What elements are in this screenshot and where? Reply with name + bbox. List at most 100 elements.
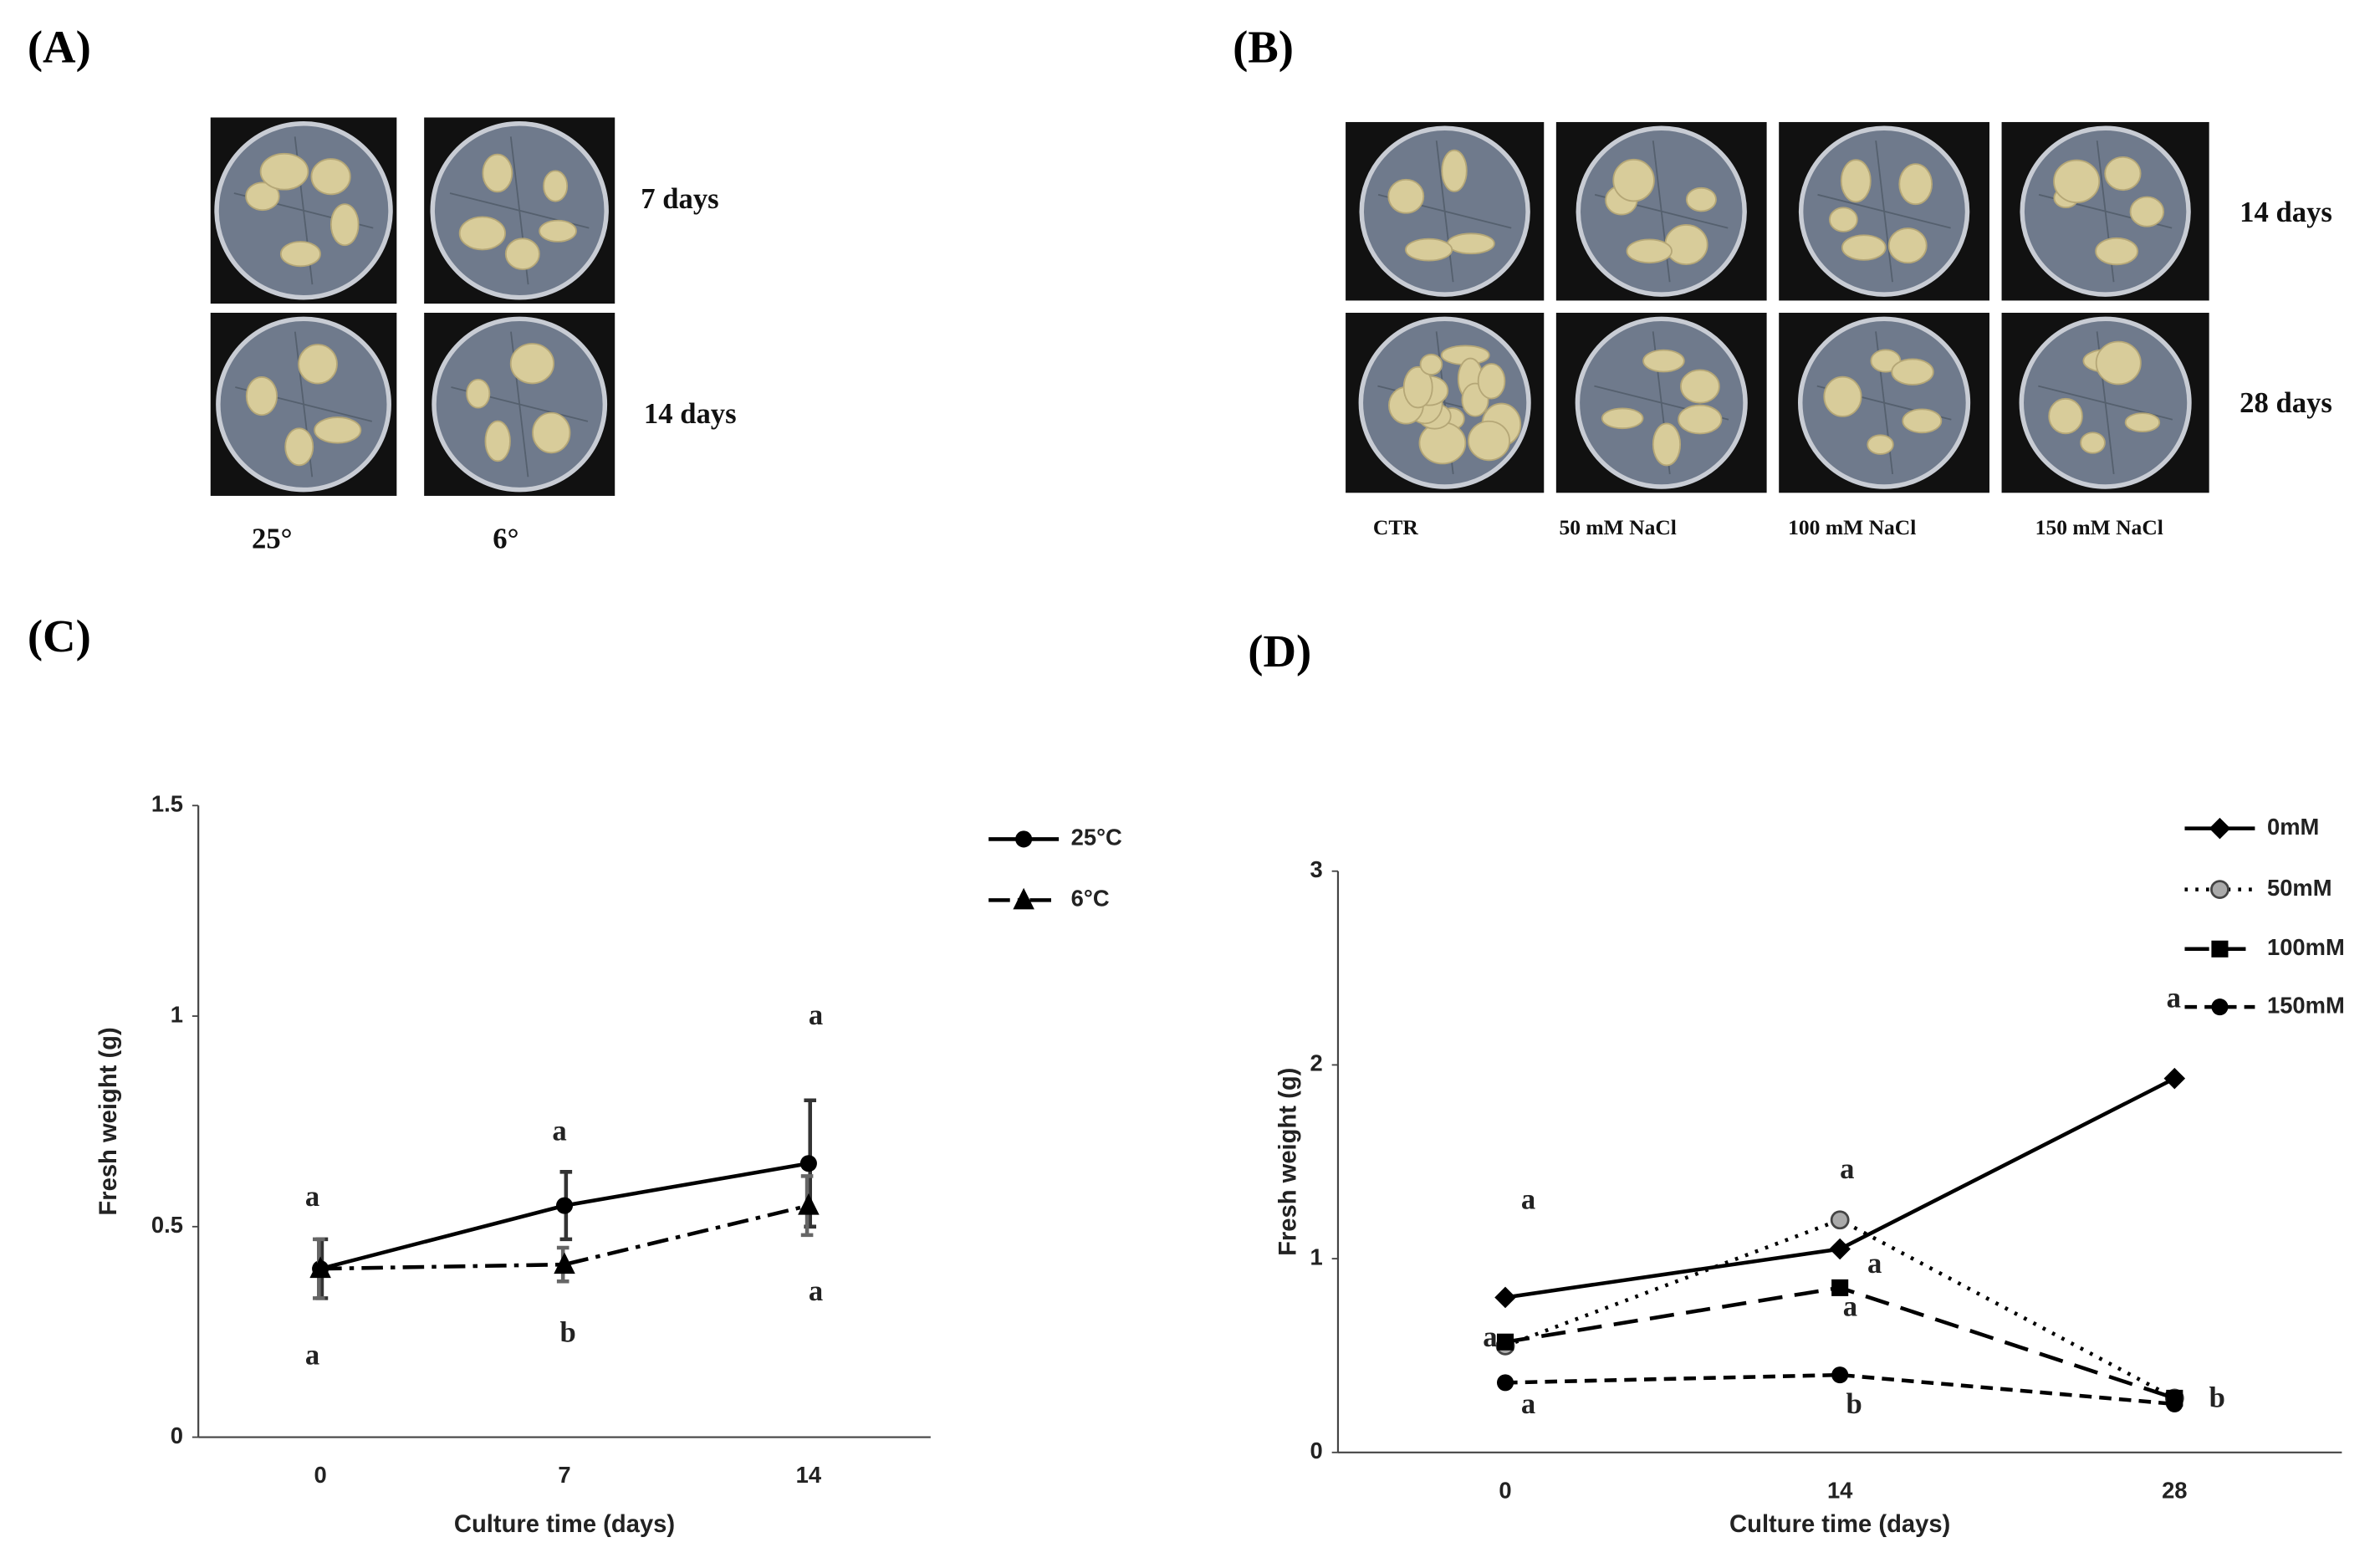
y-axis-title: Fresh weight (g): [1274, 1068, 1301, 1256]
significance-letter: b: [560, 1316, 576, 1348]
callus: [1898, 163, 1933, 206]
callus: [482, 153, 513, 193]
column-label: 50 mM NaCl: [1559, 515, 1676, 539]
panel-label: (D): [1248, 626, 1311, 677]
y-tick-label: 1.5: [151, 791, 183, 817]
legend-label: 6°C: [1071, 886, 1110, 912]
marker: [1015, 830, 1033, 848]
x-tick-label: 14: [796, 1462, 822, 1488]
callus: [532, 411, 571, 454]
callus: [1887, 227, 1928, 264]
marker: [1497, 1374, 1514, 1392]
callus: [484, 420, 511, 462]
y-axis-title: Fresh weight (g): [95, 1027, 122, 1215]
panel-label: (C): [28, 610, 91, 661]
callus: [1664, 224, 1708, 266]
callus: [1685, 186, 1717, 212]
callus: [1891, 358, 1934, 386]
column-label: CTR: [1373, 515, 1418, 539]
row-label: 14 days: [644, 398, 737, 430]
legend-label: 150mM: [2267, 992, 2345, 1018]
marker: [1831, 1366, 1849, 1384]
callus: [284, 427, 314, 467]
callus: [1678, 404, 1723, 435]
marker: [799, 1155, 817, 1172]
callus: [2048, 397, 2083, 435]
callus: [2095, 237, 2139, 266]
callus: [1468, 420, 1510, 462]
callus: [509, 343, 555, 385]
callus: [539, 219, 577, 243]
legend-label: 0mM: [2267, 814, 2319, 840]
marker: [555, 1197, 574, 1214]
callus: [2053, 159, 2101, 204]
marker: [2211, 999, 2229, 1016]
callus: [1447, 232, 1495, 255]
callus: [2080, 432, 2106, 454]
series-line: [1504, 1218, 2176, 1400]
series-line: [1504, 1372, 2175, 1407]
callus: [504, 237, 540, 270]
x-axis-title: Culture time (days): [454, 1511, 675, 1538]
callus: [1867, 434, 1894, 455]
column-label: 150 mM NaCl: [2035, 515, 2163, 539]
callus: [310, 158, 351, 196]
column-label: 6°: [493, 524, 518, 555]
callus: [2129, 196, 2165, 227]
callus: [2104, 156, 2142, 192]
significance-letter: a: [809, 1275, 823, 1307]
callus: [1840, 159, 1872, 203]
panel-label: (B): [1233, 22, 1294, 73]
callus: [2124, 412, 2161, 433]
significance-letter: a: [1843, 1290, 1857, 1322]
y-tick-label: 1: [171, 1001, 183, 1027]
marker: [1013, 887, 1034, 910]
callus: [245, 181, 280, 212]
x-tick-label: 0: [1499, 1477, 1511, 1503]
callus: [1418, 421, 1467, 465]
callus: [1387, 178, 1425, 214]
row-label: 7 days: [641, 183, 718, 215]
callus: [1828, 207, 1858, 232]
column-label: 25°: [252, 524, 293, 555]
x-tick-label: 14: [1827, 1477, 1853, 1503]
callus: [1612, 158, 1655, 202]
panel-label: (A): [28, 22, 91, 73]
marker: [1829, 1238, 1851, 1260]
x-tick-label: 7: [558, 1462, 570, 1488]
callus: [1405, 237, 1453, 262]
callus: [543, 170, 569, 202]
callus: [1823, 375, 1862, 417]
y-tick-label: 1: [1310, 1244, 1323, 1269]
callus: [1652, 422, 1682, 467]
callus: [1601, 407, 1644, 430]
marker: [1494, 1286, 1516, 1309]
callus: [1419, 353, 1443, 375]
significance-letter: a: [552, 1115, 566, 1147]
y-tick-label: 0: [1310, 1438, 1323, 1463]
legend-label: 50mM: [2267, 875, 2332, 901]
x-axis-title: Culture time (days): [1729, 1511, 1950, 1538]
callus: [279, 241, 321, 268]
y-tick-label: 0.5: [151, 1212, 183, 1238]
callus: [314, 416, 362, 444]
y-tick-label: 0: [171, 1422, 183, 1448]
callus: [1441, 149, 1468, 192]
callus: [1477, 363, 1506, 400]
significance-letter: b: [2209, 1382, 2225, 1414]
x-tick-label: 28: [2162, 1477, 2187, 1503]
callus: [1402, 365, 1433, 409]
callus: [466, 378, 491, 409]
y-tick-label: 3: [1310, 856, 1323, 882]
row-label: 14 days: [2240, 197, 2332, 228]
callus: [2095, 340, 2142, 386]
callus: [1841, 234, 1887, 261]
row-label: 28 days: [2240, 387, 2332, 419]
significance-letter: a: [809, 999, 823, 1031]
marker: [798, 1193, 820, 1215]
marker: [2210, 880, 2229, 900]
significance-letter: a: [1521, 1388, 1535, 1420]
significance-letter: a: [1840, 1153, 1854, 1185]
callus: [298, 344, 338, 385]
